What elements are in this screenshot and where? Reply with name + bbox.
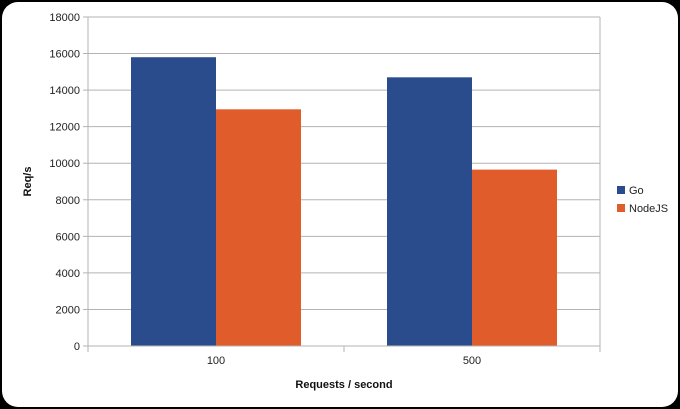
bar-nodejs-100	[216, 109, 301, 346]
y-tick-label: 18000	[49, 12, 80, 24]
y-tick-label: 2000	[56, 304, 80, 316]
y-tick-label: 0	[74, 341, 80, 353]
legend: Go NodeJS	[617, 185, 668, 215]
bar-nodejs-500	[472, 169, 557, 346]
y-tick-label: 8000	[56, 195, 80, 207]
legend-swatch-go	[617, 186, 625, 194]
y-axis-ticks: 0 2000 4000 6000 8000 10000 12000 14000 16000 180…	[49, 12, 88, 353]
x-axis-title: Requests / second	[295, 379, 392, 391]
bars	[131, 57, 557, 347]
y-tick-label: 16000	[49, 49, 80, 61]
y-tick-label: 12000	[49, 122, 80, 134]
y-tick-label: 4000	[56, 268, 80, 280]
y-tick-label: 6000	[56, 231, 80, 243]
x-tick-label: 500	[463, 355, 481, 367]
x-axis-ticks: 100 500	[87, 346, 601, 367]
legend-label-nodejs: NodeJS	[629, 203, 668, 215]
y-tick-label: 14000	[49, 85, 80, 97]
y-axis-title: Req/s	[22, 167, 34, 197]
x-tick-label: 100	[207, 355, 225, 367]
legend-swatch-nodejs	[617, 204, 625, 212]
y-tick-label: 10000	[49, 158, 80, 170]
bar-go-100	[131, 57, 216, 346]
legend-label-go: Go	[629, 185, 644, 197]
bar-go-500	[387, 77, 472, 347]
